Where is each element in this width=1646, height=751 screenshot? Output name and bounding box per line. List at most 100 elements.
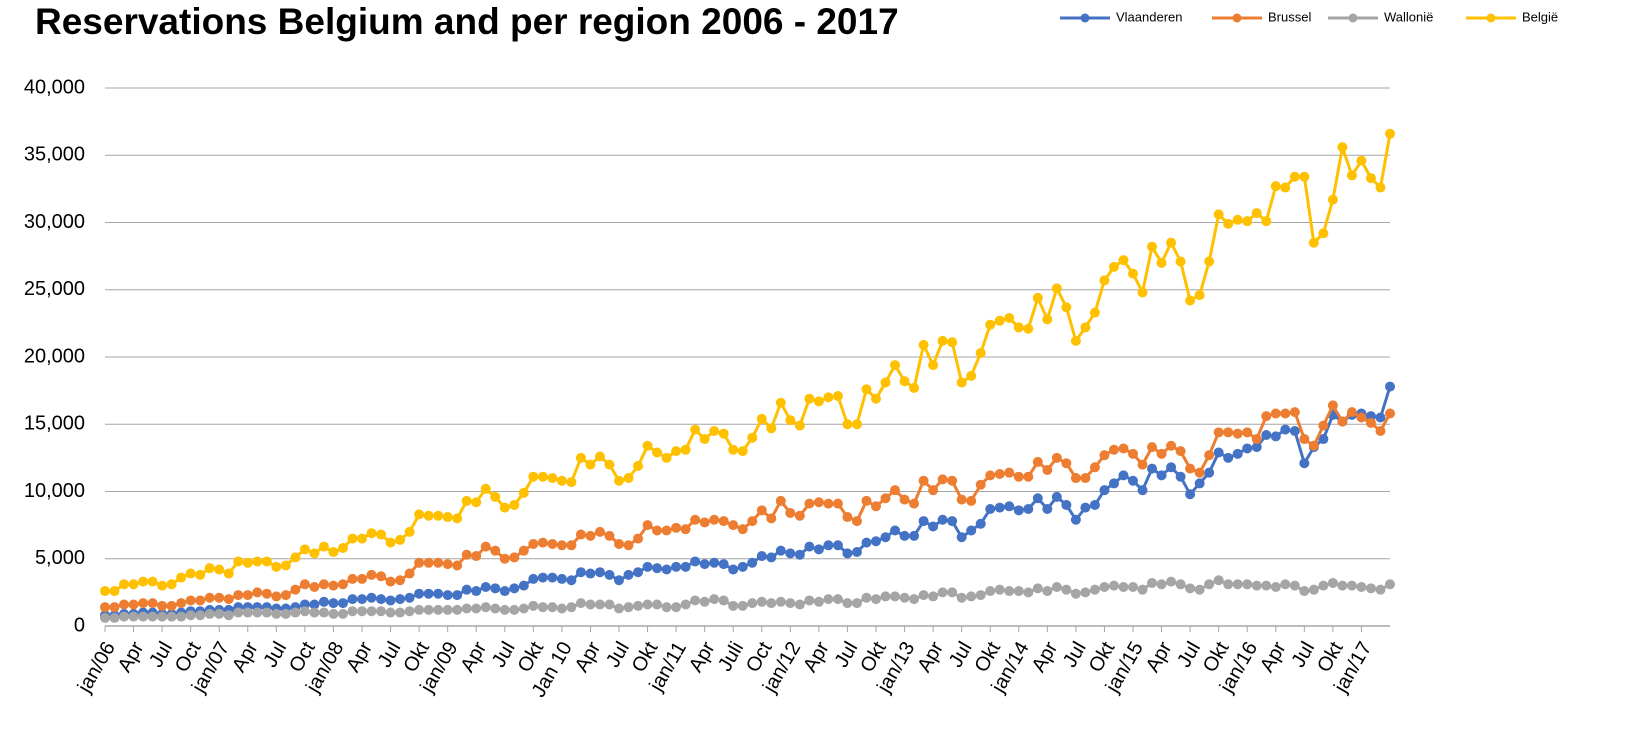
data-point	[604, 459, 615, 470]
data-point	[642, 599, 653, 610]
data-point	[1194, 290, 1205, 301]
data-point	[1070, 588, 1081, 599]
data-point	[1327, 400, 1338, 411]
data-point	[233, 590, 244, 601]
data-point	[1128, 268, 1138, 279]
data-point	[775, 495, 786, 506]
data-point	[518, 545, 529, 556]
data-point	[433, 604, 444, 615]
data-point	[1194, 584, 1205, 595]
data-point	[1365, 173, 1376, 184]
data-point	[614, 575, 624, 586]
data-point	[880, 377, 891, 388]
data-point	[347, 533, 358, 544]
data-point	[880, 591, 891, 602]
data-point	[1175, 579, 1186, 590]
data-point	[271, 608, 282, 619]
x-tick-label: Apr	[457, 638, 492, 676]
data-point	[794, 510, 805, 521]
data-point	[414, 604, 425, 615]
data-point	[1223, 452, 1234, 463]
data-point	[899, 494, 910, 505]
data-point	[1147, 442, 1158, 453]
data-point	[1032, 583, 1043, 594]
data-point	[956, 532, 967, 543]
data-point	[1099, 450, 1110, 461]
data-point	[204, 592, 215, 603]
data-point	[1356, 581, 1367, 592]
data-point	[1108, 478, 1119, 489]
data-point	[804, 393, 815, 404]
data-point	[871, 393, 881, 404]
data-point	[1270, 581, 1281, 592]
data-point	[1375, 412, 1386, 423]
data-point	[1108, 444, 1119, 455]
data-point	[851, 419, 862, 430]
data-point	[1261, 411, 1272, 422]
data-point	[575, 452, 586, 463]
data-point	[1251, 208, 1262, 219]
data-point	[1242, 443, 1253, 454]
data-point	[566, 602, 577, 613]
data-point	[1089, 307, 1100, 318]
data-point	[309, 548, 320, 559]
data-point	[357, 606, 367, 617]
data-point	[242, 557, 253, 568]
data-point	[985, 470, 996, 481]
data-point	[1051, 491, 1062, 502]
x-tick-label: Apr	[342, 638, 377, 676]
data-point	[528, 538, 539, 549]
data-point	[699, 559, 710, 570]
data-point	[614, 603, 624, 614]
data-point	[594, 526, 605, 537]
data-point	[138, 576, 149, 587]
data-point	[594, 599, 605, 610]
data-point	[756, 551, 767, 562]
data-point	[280, 560, 291, 571]
data-point	[823, 392, 834, 403]
data-point	[1013, 471, 1024, 482]
data-point	[1042, 464, 1053, 475]
data-point	[128, 579, 139, 590]
data-point	[766, 423, 777, 434]
data-point	[1080, 502, 1091, 513]
data-point	[1232, 579, 1243, 590]
data-point	[994, 502, 1005, 513]
data-point	[747, 432, 758, 443]
data-point	[1070, 335, 1081, 346]
data-point	[299, 606, 310, 617]
data-point	[395, 607, 406, 618]
data-point	[509, 552, 520, 563]
data-point	[518, 487, 529, 498]
data-point	[195, 610, 206, 621]
data-point	[1061, 302, 1072, 313]
data-point	[909, 382, 920, 393]
data-point	[890, 525, 901, 536]
data-point	[661, 564, 672, 575]
data-point	[861, 495, 872, 506]
data-point	[756, 413, 767, 424]
data-point	[1204, 256, 1215, 267]
data-point	[1156, 470, 1167, 481]
data-point	[1118, 581, 1129, 592]
data-point	[661, 525, 672, 536]
data-point	[157, 580, 168, 591]
data-point	[480, 602, 491, 613]
data-point	[1318, 434, 1329, 445]
data-point	[766, 552, 777, 563]
data-point	[128, 611, 139, 622]
data-point	[442, 559, 453, 570]
data-point	[804, 498, 815, 509]
data-point	[813, 544, 824, 555]
data-point	[1004, 467, 1015, 478]
data-point	[690, 514, 701, 525]
data-point	[1337, 580, 1348, 591]
data-point	[832, 594, 843, 605]
data-point	[1004, 501, 1015, 512]
data-point	[452, 513, 463, 524]
data-point	[575, 567, 586, 578]
data-point	[985, 586, 996, 597]
data-point	[851, 516, 862, 527]
data-point	[490, 545, 501, 556]
data-point	[709, 557, 720, 568]
